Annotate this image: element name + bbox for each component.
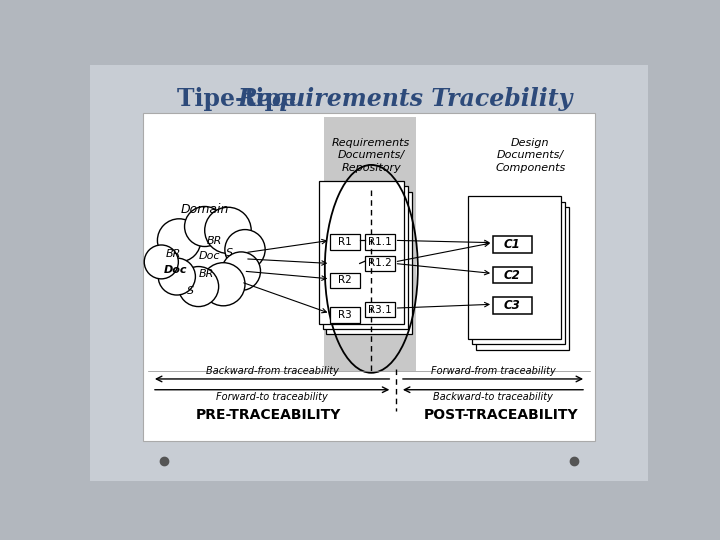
Text: C1: C1: [504, 238, 521, 251]
Bar: [365, 234, 395, 249]
Bar: [493, 267, 532, 284]
Circle shape: [222, 252, 261, 291]
Text: Design
Documents/
Components: Design Documents/ Components: [495, 138, 565, 173]
Bar: [468, 197, 561, 339]
Text: Requirements Tracebility: Requirements Tracebility: [238, 87, 572, 111]
Text: Domain: Domain: [181, 203, 229, 216]
Text: POST-TRACEABILITY: POST-TRACEABILITY: [423, 408, 578, 422]
Text: Backward-to traceability: Backward-to traceability: [433, 392, 553, 402]
Text: R1: R1: [338, 237, 352, 247]
Text: R1.2: R1.2: [368, 259, 392, 268]
Text: BR: BR: [199, 268, 214, 279]
Text: S: S: [187, 286, 194, 296]
Text: Forward-from traceability: Forward-from traceability: [431, 366, 555, 376]
Bar: [330, 234, 360, 249]
Text: Requirements
Documents/
Repository: Requirements Documents/ Repository: [332, 138, 410, 173]
Text: Doc: Doc: [163, 265, 187, 275]
Text: Backward-from traceability: Backward-from traceability: [206, 366, 338, 376]
Text: BR: BR: [206, 236, 222, 246]
Text: R3: R3: [338, 310, 352, 320]
Circle shape: [158, 219, 201, 262]
Text: C3: C3: [504, 299, 521, 312]
Bar: [326, 192, 412, 334]
Text: S: S: [225, 248, 233, 258]
Text: Doc: Doc: [199, 251, 220, 261]
Text: PRE-TRACEABILITY: PRE-TRACEABILITY: [196, 408, 341, 422]
Bar: [324, 117, 415, 372]
Bar: [472, 202, 565, 345]
Bar: [493, 298, 532, 314]
Bar: [330, 307, 360, 323]
Circle shape: [225, 230, 265, 269]
Text: R2: R2: [338, 275, 352, 286]
Circle shape: [158, 258, 195, 295]
Text: C2: C2: [504, 268, 521, 281]
Circle shape: [174, 225, 235, 287]
Circle shape: [184, 206, 225, 247]
Circle shape: [204, 207, 251, 253]
Text: R1.1: R1.1: [368, 237, 392, 247]
Bar: [365, 302, 395, 318]
Text: R3.1: R3.1: [368, 305, 392, 315]
Circle shape: [202, 262, 245, 306]
Circle shape: [144, 245, 179, 279]
Bar: [476, 207, 569, 350]
Bar: [143, 112, 595, 441]
Text: BR: BR: [166, 249, 181, 259]
Bar: [365, 256, 395, 271]
Bar: [493, 236, 532, 253]
Text: Tipe-tipe: Tipe-tipe: [177, 87, 304, 111]
Bar: [323, 186, 408, 329]
Circle shape: [179, 267, 219, 307]
Text: Forward-to traceability: Forward-to traceability: [216, 392, 328, 402]
Bar: [330, 273, 360, 288]
Bar: [319, 181, 404, 323]
